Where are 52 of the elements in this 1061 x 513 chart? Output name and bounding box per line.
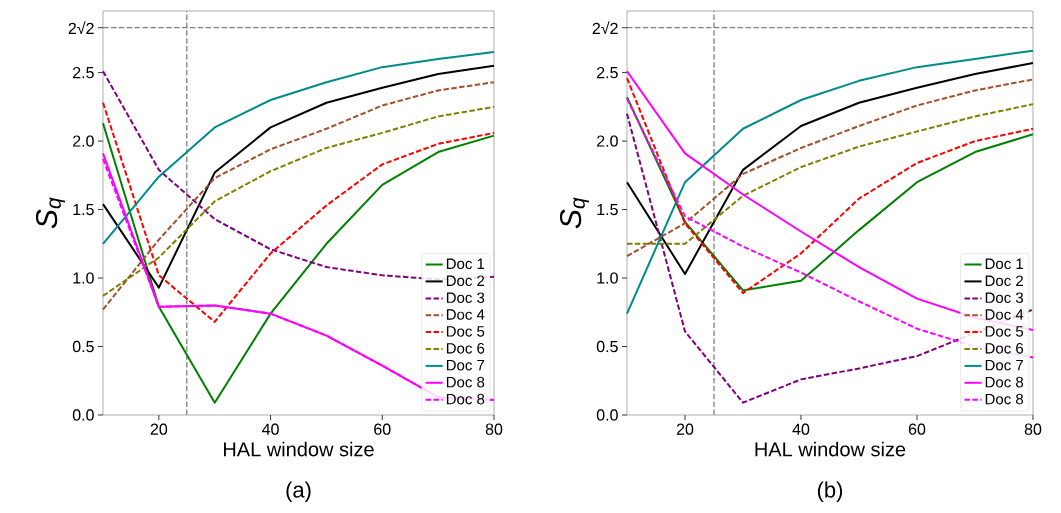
y-tick-label: 2√2 bbox=[592, 21, 618, 35]
x-axis-title: HAL window size bbox=[755, 441, 906, 457]
y-tick-label: 2.0 bbox=[73, 135, 94, 147]
line-series bbox=[626, 78, 1034, 258]
line-series bbox=[626, 112, 1034, 404]
x-tick-label: 60 bbox=[908, 423, 926, 435]
y-axis-title: S$_{q}$ bbox=[35, 197, 66, 229]
legend-label: Doc 3 bbox=[985, 292, 1024, 304]
legend-label: Doc 7 bbox=[985, 359, 1023, 371]
x-tick-label: 40 bbox=[792, 423, 810, 435]
legend-label: Doc 6 bbox=[446, 343, 485, 354]
y-tick-label: 2√2 bbox=[68, 21, 94, 35]
legend-label: Doc 4 bbox=[446, 309, 485, 320]
y-tick-label: 1.0 bbox=[73, 272, 94, 284]
line-series bbox=[102, 51, 495, 245]
y-tick-label: 0.0 bbox=[72, 409, 94, 421]
y-tick-label: 2.0 bbox=[597, 135, 618, 147]
y-tick-label: 0.5 bbox=[72, 340, 94, 353]
legend-label: Doc 8 bbox=[446, 376, 485, 388]
y-tick-label: 0.0 bbox=[596, 409, 618, 421]
legend-label: Doc 7 bbox=[446, 359, 485, 371]
y-tick-label: 1.0 bbox=[597, 272, 618, 284]
legend-label: Doc 5 bbox=[446, 326, 485, 337]
legend-label: Doc 8 bbox=[985, 393, 1024, 405]
text: (b) bbox=[817, 481, 843, 502]
x-tick-label: 60 bbox=[374, 423, 391, 435]
line-series bbox=[626, 62, 1034, 275]
text: (a) bbox=[286, 481, 311, 502]
legend-label: Doc 1 bbox=[985, 258, 1023, 270]
x-tick-label: 80 bbox=[485, 423, 503, 435]
y-tick-label: 1.5 bbox=[73, 203, 94, 216]
y-tick-label: 2.5 bbox=[73, 66, 94, 79]
legend-label: Doc 1 bbox=[446, 258, 485, 270]
x-tick-label: 20 bbox=[150, 423, 168, 435]
line-series bbox=[626, 103, 1034, 245]
y-axis-title: S$_{q}$ bbox=[559, 197, 590, 229]
x-axis-title: HAL window size bbox=[224, 441, 374, 457]
x-tick-label: 20 bbox=[676, 423, 694, 435]
legend-label: Doc 3 bbox=[446, 292, 485, 304]
legend-label: Doc 5 bbox=[985, 326, 1024, 337]
line-series bbox=[626, 97, 1034, 359]
legend-label: Doc 2 bbox=[985, 275, 1023, 287]
x-tick-label: 80 bbox=[1024, 423, 1042, 435]
x-tick-label: 40 bbox=[262, 423, 279, 435]
y-tick-label: 2.5 bbox=[597, 66, 618, 79]
y-tick-label: 0.5 bbox=[596, 340, 618, 353]
legend-label: Doc 4 bbox=[985, 309, 1024, 320]
y-tick-label: 1.5 bbox=[597, 203, 618, 216]
legend-label: Doc 8 bbox=[985, 376, 1024, 388]
legend-label: Doc 8 bbox=[446, 393, 485, 405]
legend-label: Doc 2 bbox=[446, 275, 485, 287]
legend-label: Doc 6 bbox=[985, 343, 1024, 354]
